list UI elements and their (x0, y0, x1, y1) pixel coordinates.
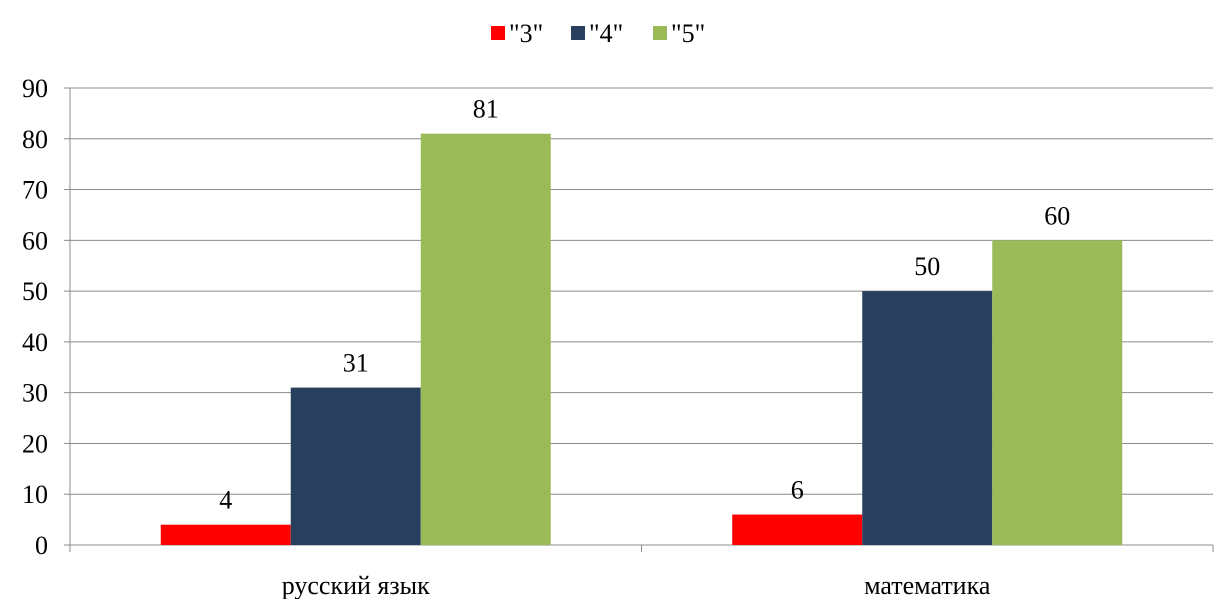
data-label: 81 (473, 95, 499, 124)
y-tick-label: 90 (22, 74, 48, 103)
y-tick-label: 50 (22, 277, 48, 306)
y-tick-label: 80 (22, 125, 48, 154)
legend-swatch (653, 26, 667, 40)
data-label: 60 (1044, 201, 1070, 230)
bar (160, 524, 291, 545)
legend-label: "4" (589, 19, 623, 48)
y-axis: 0 10 20 30 40 50 60 70 80 90 (22, 74, 71, 560)
y-tick-label: 40 (22, 328, 48, 357)
data-label: 6 (791, 476, 804, 505)
bar (992, 240, 1123, 546)
y-tick-label: 30 (22, 379, 48, 408)
y-tick-label: 10 (22, 480, 48, 509)
y-tick-label: 0 (35, 531, 48, 560)
y-tick-label: 60 (22, 226, 48, 255)
y-tick-label: 20 (22, 429, 48, 458)
x-category-label: математика (864, 571, 991, 599)
data-label: 50 (914, 252, 940, 281)
data-label: 31 (343, 349, 369, 378)
bar (290, 387, 421, 545)
x-category-label: русский язык (282, 571, 430, 599)
legend-label: "3" (509, 19, 543, 48)
bar (732, 514, 863, 545)
y-tick-label: 70 (22, 176, 48, 205)
bar (420, 133, 551, 545)
x-axis: русский язык математика (69, 544, 1214, 599)
bar (862, 291, 993, 545)
legend: "3" "4" "5" (491, 19, 705, 48)
gridlines (70, 87, 1213, 495)
data-labels: 4 6 31 50 81 60 (219, 95, 1070, 515)
bars (160, 133, 1123, 546)
legend-swatch (571, 26, 585, 40)
legend-label: "5" (671, 19, 705, 48)
legend-swatch (491, 26, 505, 40)
data-label: 4 (219, 486, 232, 515)
